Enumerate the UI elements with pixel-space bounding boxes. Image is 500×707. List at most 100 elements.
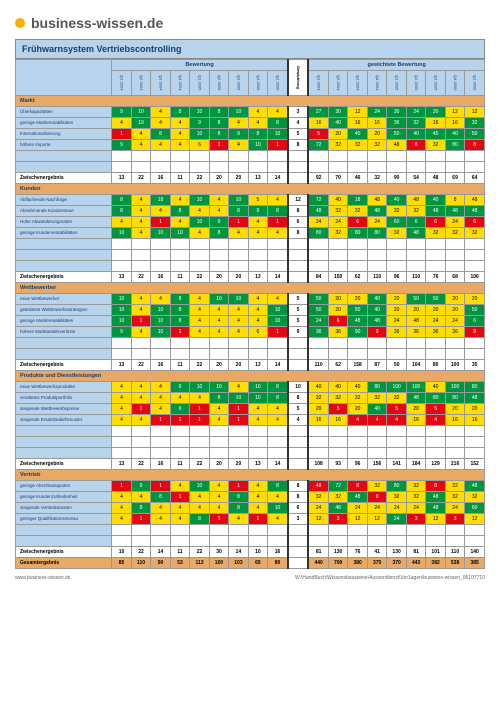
cell-value: 10	[190, 107, 209, 118]
cell-value: 1	[229, 415, 248, 426]
cell-value	[112, 250, 131, 261]
cell-weighted	[308, 349, 328, 360]
cell-weighted	[308, 239, 328, 250]
cell-value	[209, 426, 228, 437]
cell-value	[170, 250, 189, 261]
cell-weighted: 12	[348, 514, 367, 525]
cell-value: 4	[229, 305, 248, 316]
cell-weighted: 40	[348, 129, 367, 140]
cell-weighted: 20	[387, 294, 406, 305]
subtotal-weighted: 64	[465, 173, 485, 184]
cell-value	[229, 349, 248, 360]
cell-value	[151, 261, 170, 272]
subtotal-weighted: 92	[308, 173, 328, 184]
cell-weighted: 24	[445, 316, 464, 327]
total-value: 85	[112, 558, 131, 569]
weight-cell: 8	[288, 140, 309, 151]
subtotal-weighted: 87	[367, 360, 386, 371]
subtotal-weighted: 62	[328, 360, 347, 371]
weight-cell: 6	[288, 217, 309, 228]
cell-value	[170, 338, 189, 349]
cell-value: 8	[209, 228, 228, 239]
cell-value	[151, 338, 170, 349]
cell-value: 4	[170, 195, 189, 206]
cell-weighted: 50	[308, 294, 328, 305]
cell-weighted: 50	[465, 305, 485, 316]
cell-weighted	[426, 151, 445, 162]
cell-value: 8	[170, 107, 189, 118]
cell-weighted: 32	[387, 206, 406, 217]
quarter-header: Q1 2004	[308, 71, 328, 96]
row-label	[16, 338, 112, 349]
cell-value: 4	[131, 206, 150, 217]
row-label: geringe Marktrentabilitäten	[16, 316, 112, 327]
cell-weighted: 32	[348, 140, 367, 151]
total-weighted: 385	[465, 558, 485, 569]
cell-value	[151, 162, 170, 173]
cell-weighted	[406, 338, 425, 349]
cell-value: 9	[209, 217, 228, 228]
cell-value: 4	[268, 294, 288, 305]
cell-weighted	[348, 261, 367, 272]
cell-weighted: 80	[465, 382, 485, 393]
cell-weighted: 24	[348, 503, 367, 514]
cell-weighted: 24	[445, 217, 464, 228]
cell-weighted	[465, 536, 485, 547]
cell-value: 4	[190, 393, 209, 404]
cell-weighted	[308, 536, 328, 547]
cell-value: 10	[190, 129, 209, 140]
cell-value: 4	[229, 228, 248, 239]
cell-value: 4	[131, 492, 150, 503]
cell-value: 1	[268, 217, 288, 228]
row-label	[16, 437, 112, 448]
cell-value	[229, 261, 248, 272]
cell-weighted	[328, 536, 347, 547]
cell-weighted: 16	[465, 415, 485, 426]
subtotal-value: 13	[112, 173, 131, 184]
cell-value: 4	[209, 404, 228, 415]
cell-weighted: 24	[406, 503, 425, 514]
cell-weighted: 32	[348, 393, 367, 404]
cell-value: 1	[131, 514, 150, 525]
cell-weighted: 16	[367, 118, 386, 129]
cell-weighted: 100	[387, 382, 406, 393]
cell-weighted	[445, 239, 464, 250]
cell-value: 8	[151, 129, 170, 140]
header-gewichtung: Gewichtung	[288, 60, 309, 96]
cell-weighted: 36	[426, 327, 445, 338]
logo-dot	[15, 18, 25, 28]
cell-weighted: 20	[308, 404, 328, 415]
subtotal-value: 22	[131, 360, 150, 371]
cell-value: 4	[112, 404, 131, 415]
cell-weighted: 32	[445, 492, 464, 503]
cell-weighted	[445, 426, 464, 437]
cell-value: 8	[268, 118, 288, 129]
row-label: neue Wettbewerber	[16, 294, 112, 305]
cell-weighted: 24	[387, 503, 406, 514]
cell-weighted	[308, 426, 328, 437]
weight-cell: 5	[288, 305, 309, 316]
cell-weighted: 6	[328, 316, 347, 327]
cell-value: 4	[170, 118, 189, 129]
cell-value: 4	[229, 514, 248, 525]
cell-value: 4	[131, 393, 150, 404]
cell-weighted: 16	[426, 118, 445, 129]
cell-weighted: 4	[367, 415, 386, 426]
cell-value	[209, 536, 228, 547]
footer-right: W:\HandBuch\Wissensbausteine\Aussendiens…	[295, 575, 485, 581]
weight-cell: 8	[288, 481, 309, 492]
brand-text: business-wissen.de	[31, 15, 163, 31]
subtotal-weighted: 50	[387, 360, 406, 371]
quarter-header: Q3 2005	[229, 71, 248, 96]
cell-value: 6	[248, 327, 267, 338]
subtotal-value: 11	[170, 459, 189, 470]
subtotal-value: 22	[131, 173, 150, 184]
cell-value: 4	[248, 415, 267, 426]
subtotal-weighted: 54	[406, 173, 425, 184]
cell-weighted	[426, 338, 445, 349]
cell-value: 10	[190, 217, 209, 228]
subtotal-value: 11	[170, 360, 189, 371]
total-value: 113	[190, 558, 209, 569]
cell-weighted: 32	[308, 492, 328, 503]
subtotal-weighted: 110	[406, 272, 425, 283]
